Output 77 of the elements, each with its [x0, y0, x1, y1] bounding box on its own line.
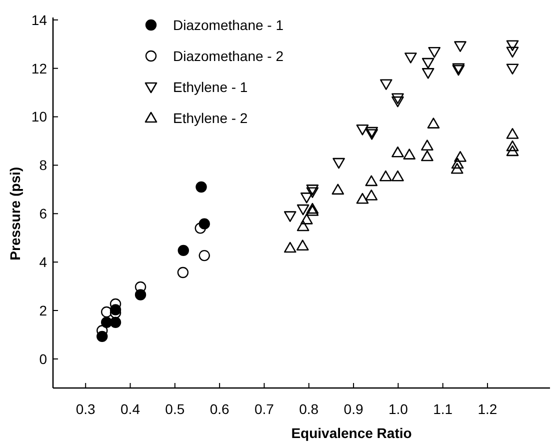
point [392, 146, 404, 158]
y-tick-label: 10 [31, 108, 48, 125]
x-tick-label: 0.7 [254, 401, 274, 417]
x-tick-label: 0.9 [344, 401, 364, 417]
legend-label: Ethylene - 2 [173, 110, 248, 126]
point [380, 79, 392, 90]
point [306, 202, 319, 214]
point [296, 220, 310, 232]
y-tick-label: 0 [39, 350, 48, 367]
x-tick-label: 0.6 [210, 401, 230, 417]
point [422, 58, 434, 69]
x-tick-label: 0.5 [165, 401, 185, 417]
point [421, 140, 434, 150]
point [300, 214, 313, 224]
point [454, 41, 466, 52]
point [380, 170, 392, 182]
point [506, 128, 519, 139]
x-tick-label: 1.2 [478, 401, 498, 417]
x-tick-label: 0.4 [120, 401, 140, 417]
point [356, 124, 369, 136]
legend-label: Diazomethane - 1 [173, 16, 284, 33]
point [392, 96, 404, 108]
x-axis-title: Equivalence Ratio [291, 425, 412, 441]
legend-label: Diazomethane - 2 [173, 48, 284, 64]
point [306, 187, 319, 198]
point [284, 242, 296, 253]
point [284, 211, 296, 222]
point [404, 52, 417, 64]
point [403, 148, 416, 160]
point [110, 316, 122, 328]
y-tick-label: 12 [31, 60, 48, 76]
point [454, 151, 466, 162]
point [392, 170, 404, 182]
point [365, 175, 378, 186]
point [506, 40, 519, 52]
point [365, 190, 378, 200]
x-tick-label: 0.3 [76, 401, 96, 417]
y-tick-label: 4 [39, 254, 48, 270]
point [366, 129, 378, 140]
point [428, 46, 440, 58]
y-tick-label: 14 [31, 12, 48, 28]
point [392, 93, 404, 104]
point [306, 205, 319, 216]
x-tick-label: 1.1 [433, 401, 453, 417]
point [198, 218, 210, 230]
point [421, 150, 434, 162]
point [332, 184, 344, 195]
point [300, 192, 313, 204]
point [296, 240, 309, 251]
point [506, 46, 519, 58]
point [366, 126, 378, 138]
y-tick-label: 8 [39, 157, 48, 174]
point [178, 244, 189, 256]
legend-label: Ethylene - 1 [173, 78, 248, 95]
y-axis-title: Pressure (psi) [7, 166, 23, 260]
point [450, 162, 464, 174]
point [422, 68, 434, 79]
point [451, 158, 464, 169]
point [296, 204, 310, 216]
y-tick-label: 6 [39, 206, 48, 222]
x-tick-label: 0.8 [299, 401, 319, 417]
point [100, 316, 112, 328]
point [332, 158, 345, 169]
point [356, 192, 369, 204]
point [177, 266, 189, 278]
point [96, 330, 108, 342]
point [427, 118, 440, 128]
point [198, 250, 210, 262]
point [506, 140, 519, 152]
x-tick-label: 1.0 [388, 401, 408, 417]
point [196, 181, 207, 193]
point [506, 145, 519, 156]
point [306, 184, 319, 196]
point [134, 289, 146, 300]
point [110, 304, 122, 316]
point [506, 64, 519, 75]
y-tick-label: 2 [39, 302, 48, 318]
